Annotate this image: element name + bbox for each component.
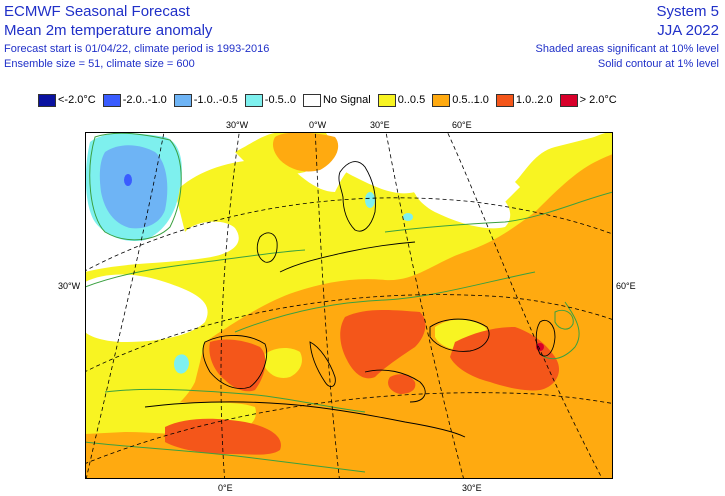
parallel-line [85, 294, 613, 373]
legend-item: -1.0..-0.5 [173, 93, 238, 107]
coast-caspian [535, 319, 556, 357]
no-signal-scandinavia [325, 140, 419, 194]
legend-item: 1.0..2.0 [495, 93, 553, 107]
coast-mediterranean-east [364, 369, 426, 403]
legend-swatch [377, 93, 396, 107]
anomaly-cyan-baltic-patch [403, 213, 413, 221]
coast-black-sea [429, 318, 490, 352]
anomaly-cyan-scandinavia-patch [365, 192, 375, 208]
legend-swatch [432, 93, 451, 107]
legend-label: 0.5..1.0 [452, 94, 489, 106]
contour-northeast [384, 191, 613, 233]
legend-item: 0..0.5 [377, 93, 426, 107]
coast-north-africa [144, 401, 466, 438]
legend-swatch [173, 93, 192, 107]
coastlines [144, 161, 556, 438]
legend-label: No Signal [322, 94, 371, 106]
meridian-line [446, 132, 603, 479]
graticule [85, 132, 613, 479]
anomaly-0-0.5-alps-pocket [265, 348, 302, 378]
top-label-30e: 30°E [370, 120, 390, 130]
meridian-line [385, 132, 465, 479]
color-legend: <-2.0°C -2.0..-1.0 -1.0..-0.5 -0.5..0 No… [38, 92, 624, 108]
legend-swatch [559, 93, 578, 107]
bottom-label-0e: 0°E [218, 483, 233, 493]
legend-label: -0.5..0 [264, 94, 296, 106]
meridian-line [314, 132, 340, 479]
coast-scandinavia [338, 161, 376, 232]
coast-europe-north [279, 241, 416, 273]
anomaly-minus-2.0-minus-1.0-spot [124, 174, 132, 186]
no-signal-northeast [413, 176, 511, 229]
contour-east [539, 301, 580, 360]
top-label-60e: 60°E [452, 120, 472, 130]
legend-item: No Signal [302, 93, 371, 107]
season-label: JJA 2022 [657, 22, 719, 39]
legend-swatch [244, 93, 263, 107]
anomaly-0.5-1.0-north-patch [272, 132, 339, 172]
forecast-info: Forecast start is 01/04/22, climate peri… [4, 43, 270, 55]
top-label-0w: 0°W [309, 120, 327, 130]
contour-south [85, 441, 366, 473]
coast-iberia [202, 334, 268, 389]
anomaly-1.0-2.0-east-region [450, 327, 560, 391]
legend-swatch [302, 93, 321, 107]
parallel-line [85, 197, 613, 272]
coast-british-isles [256, 232, 278, 263]
legend-label: 0..0.5 [397, 94, 426, 106]
contour-central-europe [234, 271, 536, 333]
no-signal-atlantic [85, 274, 208, 342]
page-title: ECMWF Seasonal Forecast [4, 3, 190, 20]
legend-item: -0.5..0 [244, 93, 296, 107]
coast-italy [309, 341, 336, 388]
meridian-line [220, 132, 240, 479]
legend-label: -2.0..-1.0 [122, 94, 167, 106]
anomaly-cyan-iberia-patch [174, 354, 189, 374]
top-label-30w: 30°W [226, 120, 249, 130]
legend-swatch [102, 93, 121, 107]
map-frame [85, 132, 613, 479]
legend-item: > 2.0°C [559, 93, 617, 107]
ensemble-info: Ensemble size = 51, climate size = 600 [4, 58, 195, 70]
map-canvas [85, 132, 613, 479]
left-label-30w: 30°W [58, 281, 81, 291]
legend-swatch [38, 93, 56, 107]
anomaly-minus-1.0-minus-0.5-region [99, 145, 168, 229]
legend-label: -1.0..-0.5 [193, 94, 238, 106]
contour-north-africa [104, 388, 366, 413]
meridian-line [85, 132, 165, 479]
contour-small-east [554, 309, 574, 330]
legend-item: 0.5..1.0 [432, 93, 489, 107]
map-subtitle: Mean 2m temperature anomaly [4, 22, 213, 39]
legend-label: <-2.0°C [58, 94, 96, 106]
system-label: System 5 [656, 3, 719, 20]
anomaly-map [85, 132, 613, 479]
bottom-label-30e: 30°E [462, 483, 482, 493]
anomaly-1.0-2.0-europe-region [340, 309, 426, 379]
right-label-60e: 60°E [616, 281, 636, 291]
anomaly-1.0-2.0-iberia-region [209, 339, 266, 392]
legend-item: -2.0..-1.0 [102, 93, 167, 107]
legend-swatch [495, 93, 514, 107]
legend-label: > 2.0°C [579, 94, 617, 106]
legend-label: 1.0..2.0 [515, 94, 553, 106]
contour-atlantic-cold [89, 132, 182, 241]
significance-note: Shaded areas significant at 10% level [535, 43, 719, 55]
anomaly-1.0-2.0-turkey-spot [388, 374, 416, 394]
contour-note: Solid contour at 1% level [597, 58, 719, 70]
legend-item: <-2.0°C [38, 93, 96, 107]
parallel-line [85, 392, 613, 465]
